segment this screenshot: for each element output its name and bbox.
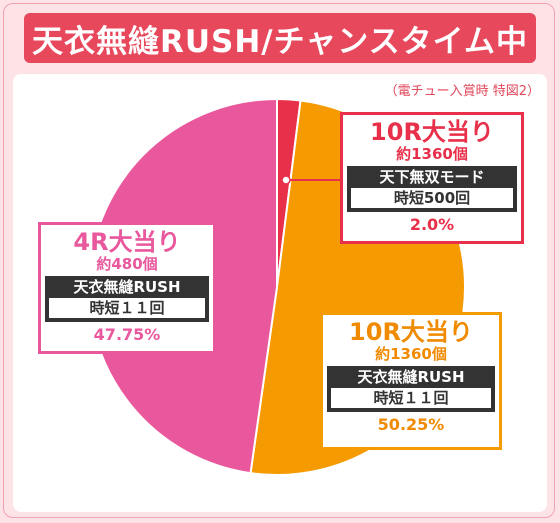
slice-label-mode-name: 天衣無縫RUSH (357, 368, 465, 386)
slice-label-mode: 天衣無縫RUSH 時短１１回 (327, 366, 495, 412)
slice-label-head: 10R大当り (370, 118, 494, 146)
slice-label-time: 時短１１回 (331, 388, 491, 408)
chart-title: 天衣無縫RUSH/チャンスタイム中 (24, 13, 536, 63)
slice-label-percent: 50.25% (377, 415, 445, 434)
slice-label-head: 4R大当り (73, 228, 181, 256)
slice-label-mode-name: 天下無双モード (379, 168, 485, 186)
leader-dot (281, 175, 291, 185)
slice-label-percent: 47.75% (93, 325, 161, 344)
slice-label-percent: 2.0% (409, 215, 455, 234)
slice-label-mode: 天下無双モード 時短500回 (347, 166, 517, 212)
slice-label-prize: 約1360個 (396, 145, 468, 163)
slice-label-prize: 約1360個 (375, 345, 447, 363)
slice-label-pink: 4R大当り 約480個 天衣無縫RUSH 時短１１回 47.75% (38, 222, 216, 354)
slice-label-orange: 10R大当り 約1360個 天衣無縫RUSH 時短１１回 50.25% (320, 312, 502, 450)
slice-label-time: 時短500回 (351, 188, 513, 208)
slice-label-mode: 天衣無縫RUSH 時短１１回 (45, 276, 209, 322)
slice-label-prize: 約480個 (96, 255, 158, 273)
slice-label-head: 10R大当り (349, 318, 473, 346)
chart-note: （電チュー入賞時 特図2） (384, 84, 540, 99)
slice-label-tenka: 10R大当り 約1360個 天下無双モード 時短500回 2.0% (340, 112, 524, 244)
slice-label-mode-name: 天衣無縫RUSH (73, 278, 181, 296)
slice-label-time: 時短１１回 (49, 298, 205, 318)
